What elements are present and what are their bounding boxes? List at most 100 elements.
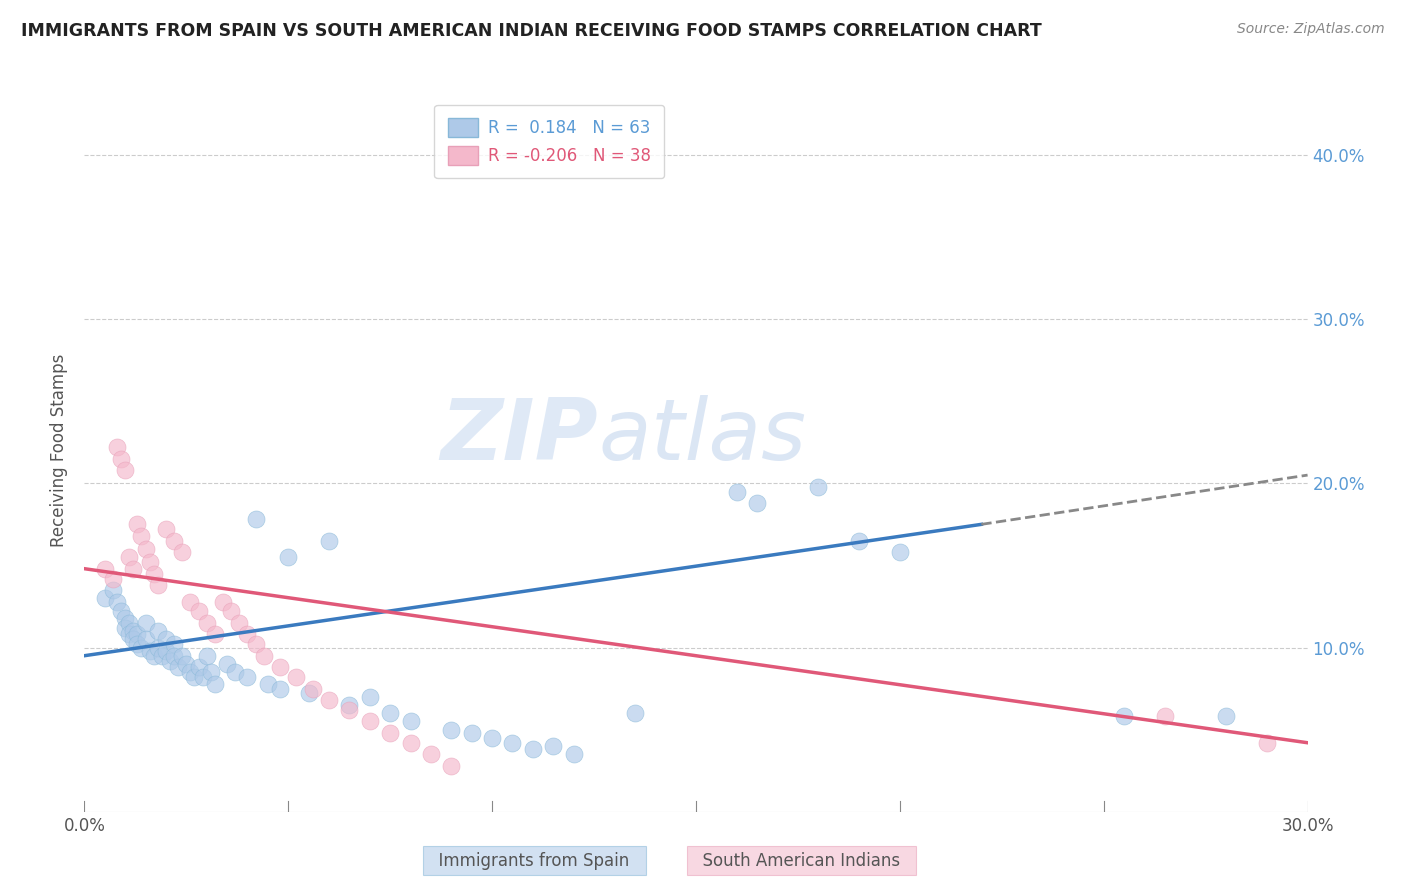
Point	[159, 654, 181, 668]
Point	[224, 665, 246, 680]
Point	[135, 632, 157, 647]
Point	[807, 480, 830, 494]
Point	[269, 681, 291, 696]
Point	[114, 611, 136, 625]
Point	[298, 686, 321, 700]
Point	[285, 670, 308, 684]
Point	[101, 572, 124, 586]
Point	[380, 726, 402, 740]
Point	[105, 440, 128, 454]
Point	[172, 648, 194, 663]
Point	[114, 621, 136, 635]
Point	[187, 604, 209, 618]
Text: atlas: atlas	[598, 394, 806, 477]
Point	[339, 698, 361, 712]
Point	[118, 627, 141, 641]
Point	[562, 747, 585, 762]
Point	[138, 555, 160, 569]
Point	[127, 637, 149, 651]
Point	[163, 637, 186, 651]
Point	[228, 615, 250, 630]
Point	[339, 703, 361, 717]
Point	[399, 736, 422, 750]
Point	[174, 657, 197, 671]
Point	[195, 648, 218, 663]
Point	[122, 562, 145, 576]
Point	[543, 739, 565, 753]
Point	[110, 604, 132, 618]
Point	[93, 591, 115, 606]
Point	[236, 627, 259, 641]
Point	[163, 533, 186, 548]
Point	[522, 742, 544, 756]
Point	[114, 463, 136, 477]
Text: IMMIGRANTS FROM SPAIN VS SOUTH AMERICAN INDIAN RECEIVING FOOD STAMPS CORRELATION: IMMIGRANTS FROM SPAIN VS SOUTH AMERICAN …	[21, 22, 1042, 40]
Point	[440, 723, 463, 737]
Point	[172, 545, 194, 559]
Point	[219, 604, 242, 618]
Point	[138, 644, 160, 658]
Point	[277, 550, 299, 565]
Point	[187, 660, 209, 674]
Point	[150, 648, 173, 663]
Point	[183, 670, 205, 684]
Point	[142, 648, 165, 663]
Point	[359, 690, 381, 704]
Point	[359, 714, 381, 729]
Point	[212, 594, 235, 608]
Point	[122, 632, 145, 647]
Point	[380, 706, 402, 721]
Point	[146, 640, 169, 655]
Point	[236, 670, 259, 684]
Point	[461, 726, 484, 740]
Point	[155, 522, 177, 536]
Point	[217, 657, 239, 671]
Point	[146, 578, 169, 592]
Point	[725, 484, 748, 499]
Point	[1215, 709, 1237, 723]
Point	[122, 624, 145, 639]
Point	[105, 594, 128, 608]
Point	[118, 550, 141, 565]
Y-axis label: Receiving Food Stamps: Receiving Food Stamps	[51, 354, 69, 547]
Point	[257, 676, 280, 690]
Text: Source: ZipAtlas.com: Source: ZipAtlas.com	[1237, 22, 1385, 37]
Legend: R =  0.184   N = 63, R = -0.206   N = 38: R = 0.184 N = 63, R = -0.206 N = 38	[434, 104, 664, 178]
Point	[155, 644, 177, 658]
Point	[195, 615, 218, 630]
Point	[179, 594, 201, 608]
Point	[848, 533, 870, 548]
Point	[204, 676, 226, 690]
Point	[167, 660, 190, 674]
Point	[245, 637, 267, 651]
Point	[101, 582, 124, 597]
Point	[191, 670, 214, 684]
Point	[1114, 709, 1136, 723]
Point	[179, 665, 201, 680]
Point	[269, 660, 291, 674]
Point	[245, 512, 267, 526]
Point	[127, 517, 149, 532]
Point	[481, 731, 503, 745]
Point	[200, 665, 222, 680]
Point	[127, 627, 149, 641]
Point	[93, 562, 115, 576]
Point	[155, 632, 177, 647]
Point	[131, 529, 153, 543]
Point	[118, 615, 141, 630]
Point	[399, 714, 422, 729]
Point	[318, 533, 340, 548]
Point	[889, 545, 911, 559]
Text: South American Indians: South American Indians	[692, 852, 911, 870]
Text: Immigrants from Spain: Immigrants from Spain	[429, 852, 640, 870]
Point	[420, 747, 443, 762]
Point	[142, 566, 165, 581]
Point	[318, 693, 340, 707]
Text: ZIP: ZIP	[440, 394, 598, 477]
Point	[135, 541, 157, 556]
Point	[502, 736, 524, 750]
Point	[301, 681, 323, 696]
Point	[1154, 709, 1177, 723]
Point	[135, 615, 157, 630]
Point	[624, 706, 647, 721]
